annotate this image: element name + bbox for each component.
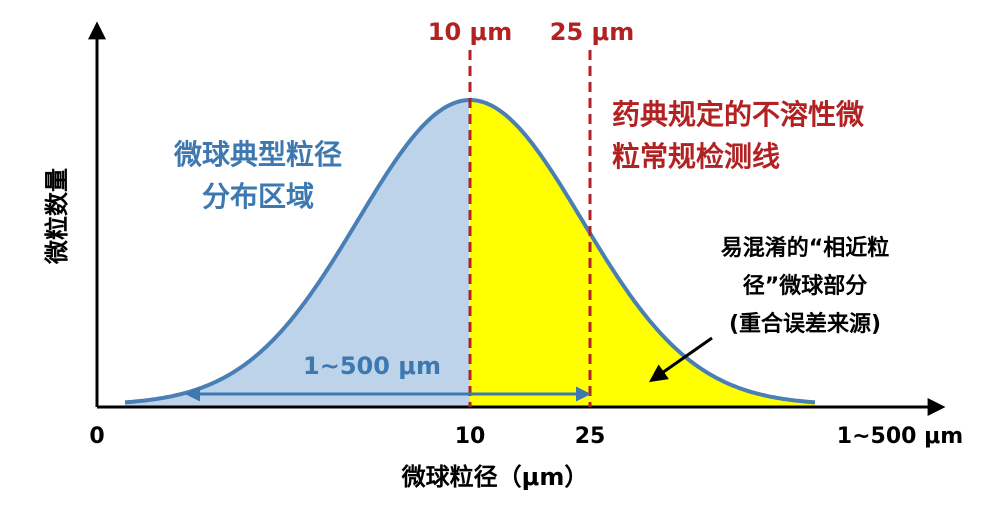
overlap-region [470,100,815,407]
x-label: 1~500 μm [837,424,963,449]
x-label: 10 [455,424,486,449]
range-label: 1~500 μm [303,352,441,380]
annotation: 分布区域 [202,180,314,213]
x-label: 25 [575,424,606,449]
annotation: (重合误差来源) [729,311,881,337]
annotation: 易混淆的“相近粒 [721,235,889,261]
pointer-arrow [649,336,713,383]
typical-region [125,100,470,407]
x-title: 微球粒径（μm） [401,463,589,491]
marker-label: 10 μm [428,18,512,46]
y-title: 微粒数量 [43,168,71,265]
annotation: 径”微球部分 [743,273,867,299]
annotation: 微球典型粒径 [173,138,342,171]
marker-label: 25 μm [550,18,634,46]
annotation: 粒常规检测线 [612,140,780,173]
x-label: 0 [89,424,104,449]
annotation: 药典规定的不溶性微 [612,98,864,131]
